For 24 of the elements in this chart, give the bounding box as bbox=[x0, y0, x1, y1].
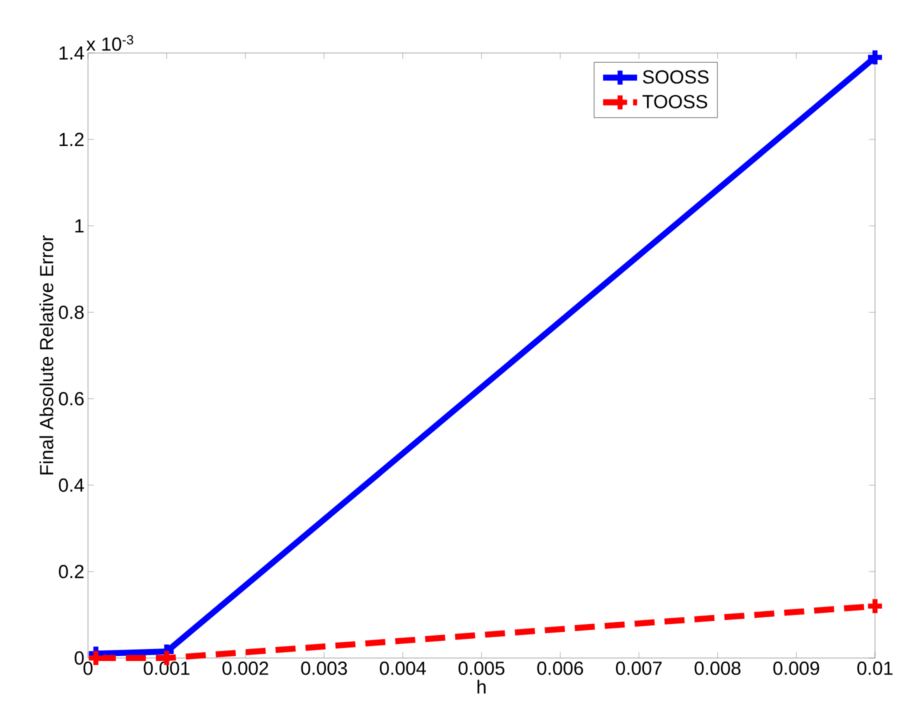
y-tick-label: 0 bbox=[74, 651, 84, 665]
y-tick-label: 1 bbox=[75, 219, 84, 232]
y-axis-title: Final Absolute Relative Error bbox=[39, 235, 54, 474]
y-tick-label: 1.4 bbox=[60, 46, 84, 60]
y-tick-label: 0.2 bbox=[58, 564, 84, 578]
x-tick-label: 0.008 bbox=[694, 662, 740, 675]
x-tick-label: 0.006 bbox=[537, 662, 584, 675]
x-tick-label: 0 bbox=[83, 662, 93, 675]
x-tick-label: 0.005 bbox=[458, 662, 504, 675]
x-tick-label: 0.007 bbox=[616, 662, 662, 675]
x-axis-title: h bbox=[478, 680, 486, 694]
y-tick-label: 1.2 bbox=[60, 132, 84, 146]
y-tick-label: 0.8 bbox=[58, 306, 84, 319]
x-tick-label: 0.004 bbox=[380, 662, 426, 675]
x-tick-label: 0.001 bbox=[144, 662, 190, 675]
x-tick-label: 0.002 bbox=[222, 662, 268, 675]
legend-label: SOOSS bbox=[642, 70, 709, 84]
y-tick-label: 0.6 bbox=[58, 392, 84, 406]
x-tick-label: 0.009 bbox=[773, 662, 820, 675]
text: x 10$^{-3}$ bbox=[86, 35, 134, 51]
legend-label: TOOSS bbox=[642, 94, 708, 108]
x-tick-label: 0.01 bbox=[857, 662, 892, 675]
x-tick-label: 0.003 bbox=[301, 662, 347, 675]
y-tick-label: 0.4 bbox=[58, 478, 84, 492]
